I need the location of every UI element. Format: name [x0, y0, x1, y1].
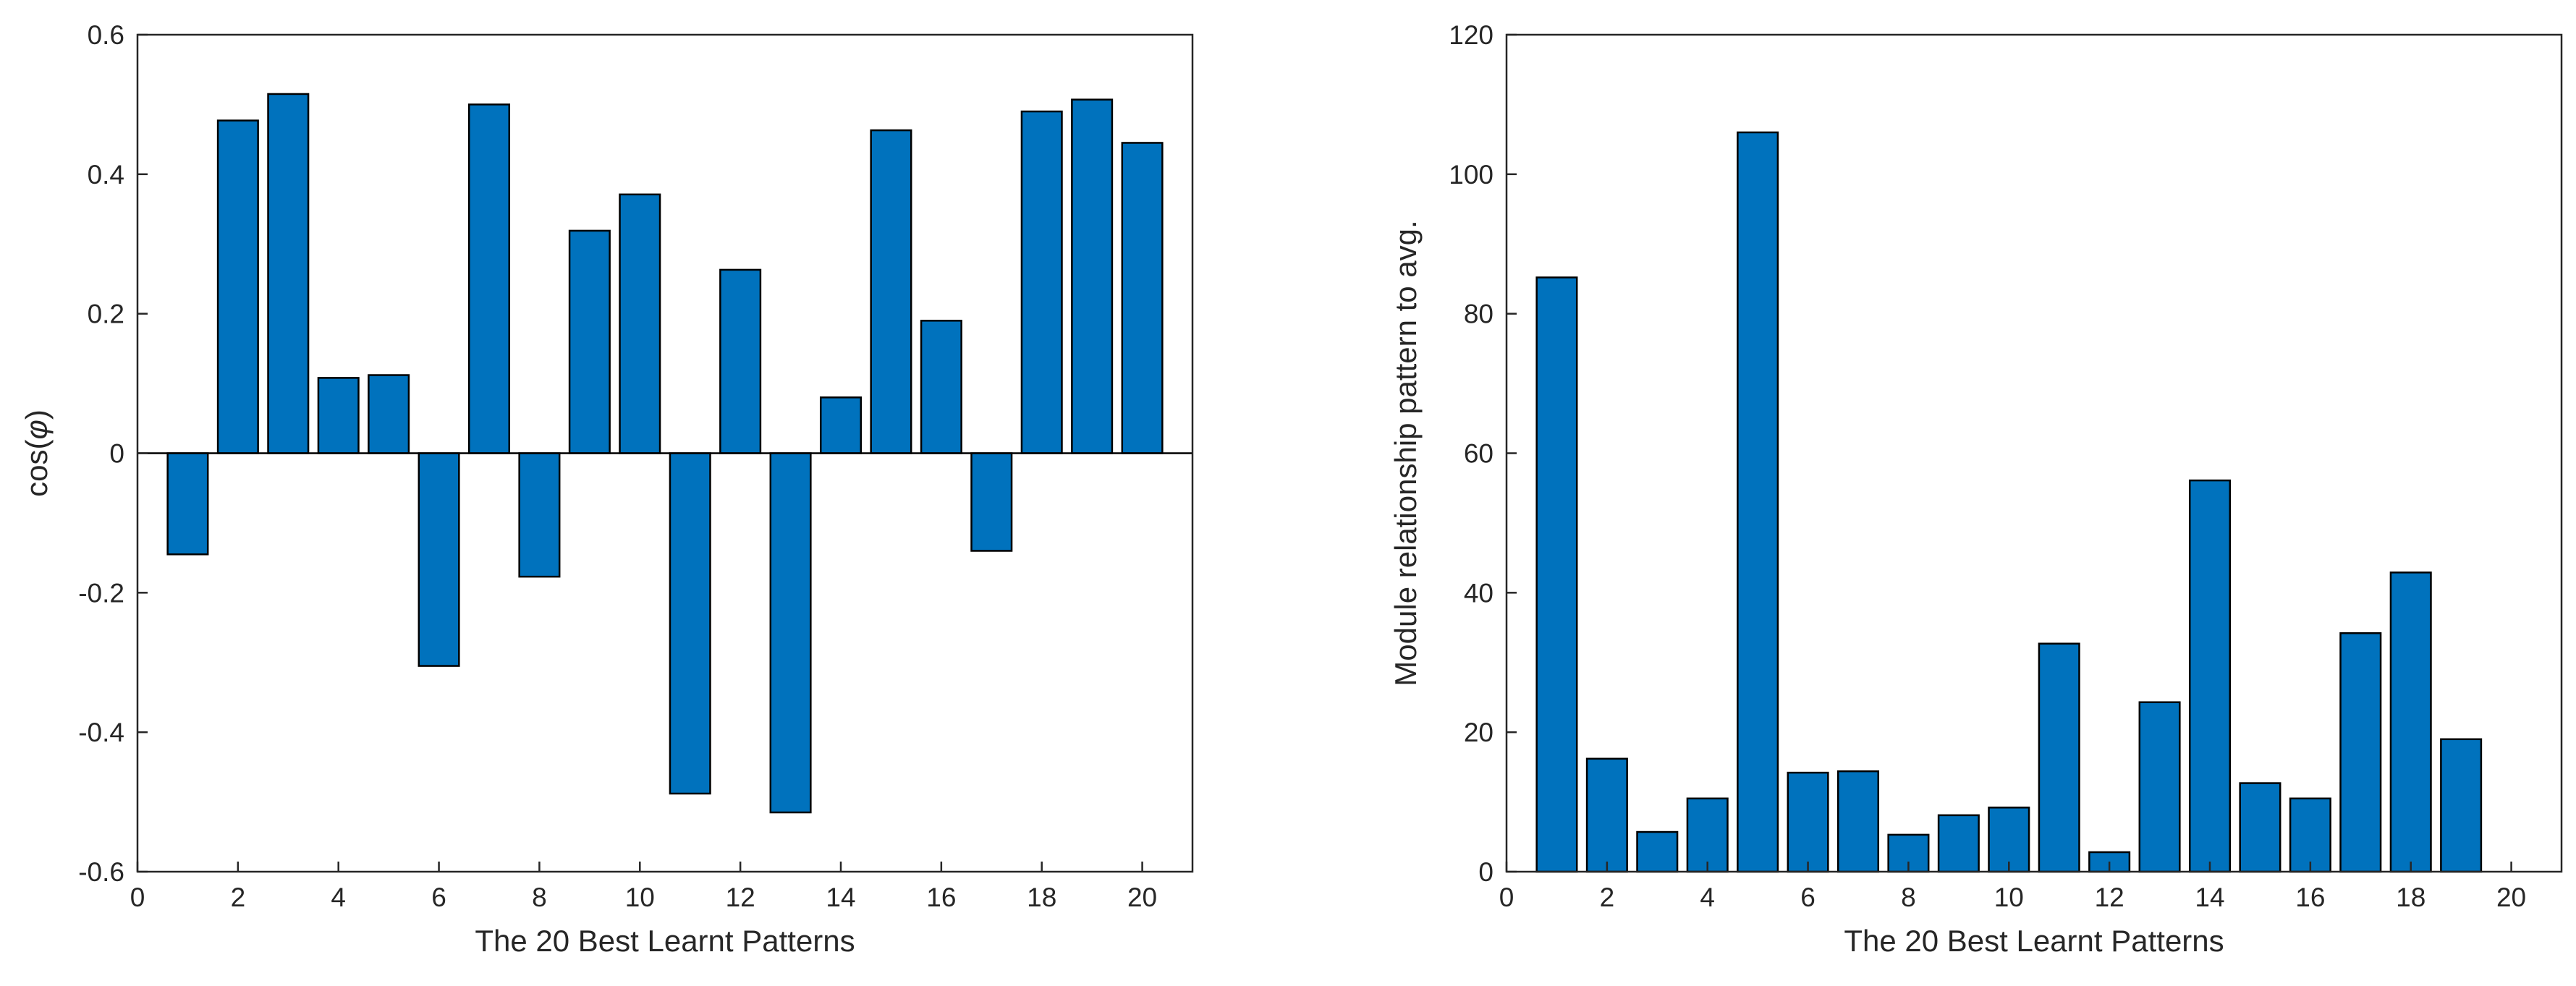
left-chart-y-tick-label: 0.4	[88, 160, 124, 190]
left-chart-bar-13	[769, 452, 812, 814]
left-chart-bar-9	[568, 229, 611, 454]
left-chart-bar-16	[920, 320, 962, 454]
left-chart-y-tick-label: 0.2	[88, 299, 124, 329]
right-chart-x-tick-label: 4	[1700, 883, 1715, 912]
left-chart-bar-20	[1121, 142, 1164, 454]
left-chart-x-tick-label: 6	[431, 883, 446, 912]
right-chart-bar-7	[1836, 770, 1880, 873]
right-chart-y-axis-label: Module relationship pattern to avg.	[1389, 220, 1423, 686]
left-chart-bars	[166, 93, 1164, 814]
right-chart-x-tick-label: 8	[1901, 883, 1916, 912]
right-chart-x-tick-label: 6	[1800, 883, 1816, 912]
left-chart-bar-3	[267, 93, 310, 454]
left-chart-bar-12	[719, 268, 762, 454]
left-chart-x-tick-label: 16	[926, 883, 956, 912]
right-chart-bar-17	[2339, 632, 2382, 873]
right-chart-bar-14	[2188, 479, 2232, 873]
left-chart-bar-11	[669, 452, 711, 795]
left-chart-x-tick-label: 2	[231, 883, 246, 912]
left-chart-cos-phi: 0 2 4 6 8 10 12 14 16 18 20 -0.6 -0.4 -0.2 0 0.2 0.4 0.6…	[20, 20, 1194, 958]
right-chart-y-ticks: 0 20 40 60 80 100 120	[1449, 20, 1517, 887]
right-chart-bar-2	[1585, 757, 1628, 873]
left-chart-y-tick-label: -0.4	[78, 718, 124, 747]
left-chart-y-tick-label: 0	[109, 439, 124, 469]
right-chart-x-axis-label: The 20 Best Learnt Patterns	[1844, 924, 2224, 958]
left-chart-x-tick-label: 20	[1127, 883, 1157, 912]
right-chart-y-tick-label: 100	[1449, 160, 1494, 190]
left-chart-y-axis-label: cos(φ)	[20, 409, 54, 497]
right-chart-x-tick-label: 14	[2195, 883, 2224, 912]
right-chart-bar-4	[1686, 797, 1729, 873]
right-chart-bar-11	[2038, 642, 2080, 873]
left-chart-bar-10	[619, 193, 661, 454]
left-chart-y-tick-label: 0.6	[88, 20, 124, 50]
right-chart-y-tick-label: 60	[1464, 439, 1494, 469]
right-chart-y-tick-label: 80	[1464, 299, 1494, 329]
right-chart-bar-16	[2289, 797, 2331, 873]
right-chart-x-tick-label: 2	[1600, 883, 1615, 912]
left-chart-bar-7	[467, 103, 511, 454]
left-chart-y-tick-label: -0.6	[78, 857, 124, 887]
right-chart-bar-9	[1937, 814, 1980, 873]
left-chart-y-tick-label: -0.2	[78, 578, 124, 608]
left-chart-bar-19	[1071, 98, 1114, 454]
right-chart-x-tick-label: 18	[2396, 883, 2425, 912]
left-chart-x-tick-label: 0	[130, 883, 145, 912]
right-chart-bar-15	[2239, 782, 2281, 873]
right-chart-bar-1	[1535, 276, 1578, 873]
right-chart-y-tick-label: 0	[1478, 857, 1494, 887]
left-chart-x-tick-label: 14	[826, 883, 855, 912]
left-chart-bar-1	[166, 452, 209, 556]
left-chart-bar-14	[819, 396, 863, 454]
right-chart-bar-19	[2440, 738, 2483, 873]
right-chart-bar-13	[2138, 701, 2181, 873]
left-chart-y-ticks: -0.6 -0.4 -0.2 0 0.2 0.4 0.6	[78, 20, 148, 887]
left-chart-bar-15	[870, 129, 912, 454]
right-chart-x-ticks: 0 2 4 6 8 10 12 14 16 18 20	[1499, 862, 2526, 912]
right-chart-bar-18	[2389, 571, 2432, 873]
left-chart-x-tick-label: 12	[726, 883, 755, 912]
left-chart-x-tick-label: 8	[532, 883, 547, 912]
right-chart-x-tick-label: 10	[1994, 883, 2024, 912]
left-chart-bar-6	[418, 452, 460, 667]
right-chart-y-tick-label: 20	[1464, 718, 1494, 747]
left-chart-bar-18	[1020, 110, 1063, 454]
left-chart-bar-5	[368, 374, 410, 454]
right-chart-bar-6	[1787, 771, 1829, 873]
left-chart-x-tick-label: 18	[1027, 883, 1056, 912]
left-chart-bar-8	[518, 452, 561, 578]
left-chart-bar-2	[216, 119, 259, 454]
right-chart-y-tick-label: 40	[1464, 578, 1494, 608]
left-chart-x-axis-label: The 20 Best Learnt Patterns	[475, 924, 855, 958]
right-chart-bar-5	[1737, 131, 1779, 873]
right-chart-x-tick-label: 0	[1499, 883, 1514, 912]
right-chart-x-tick-label: 20	[2496, 883, 2526, 912]
right-chart-x-tick-label: 12	[2095, 883, 2124, 912]
left-chart-x-ticks: 0 2 4 6 8 10 12 14 16 18 20	[130, 862, 1157, 912]
right-chart-bar-10	[1988, 807, 2030, 873]
left-chart-bar-17	[970, 452, 1013, 552]
left-chart-bar-4	[317, 377, 360, 454]
right-chart-y-tick-label: 120	[1449, 20, 1494, 50]
right-chart-x-tick-label: 16	[2295, 883, 2325, 912]
right-chart-module-relationship: 0 2 4 6 8 10 12 14 16 18 20 0 20 40 60 80 100 120 The 20…	[1389, 20, 2563, 958]
right-chart-bar-3	[1636, 830, 1679, 873]
left-chart-x-tick-label: 4	[331, 883, 346, 912]
left-chart-x-tick-label: 10	[625, 883, 655, 912]
right-chart-bars	[1535, 131, 2483, 873]
